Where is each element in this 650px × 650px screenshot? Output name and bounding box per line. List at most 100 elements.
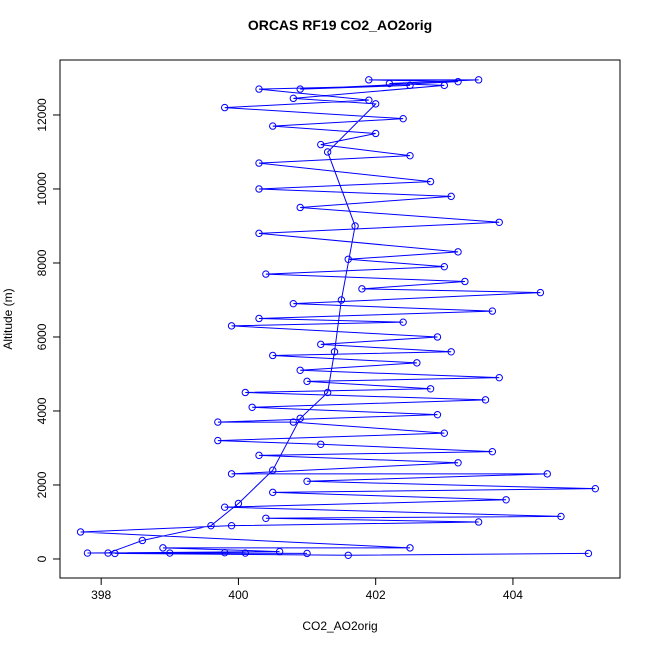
data-point <box>255 314 263 323</box>
data-point <box>365 76 373 84</box>
data-point <box>275 547 284 556</box>
data-point <box>255 85 263 93</box>
x-axis-label: CO2_AO2orig <box>302 619 377 633</box>
data-point <box>214 436 222 445</box>
data-point <box>591 484 599 493</box>
y-tick-label: 12000 <box>35 98 49 132</box>
y-tick-label: 8000 <box>35 249 49 276</box>
data-point <box>474 518 483 526</box>
data-point <box>440 81 449 90</box>
data-point <box>454 248 462 256</box>
data-point <box>166 549 174 557</box>
data-point <box>399 114 407 123</box>
data-point <box>557 512 565 521</box>
data-point <box>344 551 352 559</box>
data-point <box>481 396 490 404</box>
data-point <box>227 322 236 330</box>
data-point <box>406 81 414 90</box>
data-point <box>344 255 352 263</box>
data-point <box>317 140 325 149</box>
data-point <box>454 77 462 86</box>
data-point <box>488 307 497 315</box>
data-point <box>330 348 339 356</box>
data-point <box>83 549 92 557</box>
data-point <box>303 477 311 485</box>
y-tick-label: 6000 <box>35 323 49 350</box>
data-point <box>317 440 325 448</box>
data-point <box>221 103 229 112</box>
data-point <box>76 528 85 536</box>
data-point <box>303 549 311 558</box>
y-axis-label: Altitude (m) <box>1 288 15 349</box>
x-tick-label: 404 <box>503 588 523 602</box>
data-point <box>255 451 263 460</box>
series-line <box>80 79 596 556</box>
data-point <box>221 548 229 557</box>
data-point <box>406 151 414 160</box>
data-point <box>536 288 545 297</box>
data-point <box>447 192 455 201</box>
data-point <box>214 418 222 426</box>
data-point <box>433 410 442 419</box>
data-point <box>385 79 394 88</box>
data-point <box>440 429 449 437</box>
data-point <box>495 373 503 382</box>
data-point <box>241 388 249 397</box>
data-point <box>461 277 469 286</box>
data-point <box>323 148 332 156</box>
chart-title: ORCAS RF19 CO2_AO2orig <box>248 17 432 33</box>
data-point <box>317 340 325 349</box>
data-point <box>269 122 277 130</box>
data-point <box>296 85 304 93</box>
data-point <box>296 414 304 423</box>
data-point <box>399 318 407 326</box>
data-point <box>371 129 380 138</box>
data-point <box>495 218 503 226</box>
data-point <box>296 366 304 374</box>
data-point <box>488 447 497 456</box>
data-point <box>255 229 263 238</box>
data-point <box>440 262 449 271</box>
data-point <box>426 177 435 186</box>
y-tick-label: 2000 <box>35 471 49 498</box>
y-tick-label: 0 <box>35 555 49 562</box>
data-point <box>413 359 421 367</box>
data-point <box>159 544 167 552</box>
data-point <box>207 521 215 530</box>
x-tick-label: 400 <box>228 588 248 602</box>
data-point <box>138 536 147 545</box>
y-tick-label: 4000 <box>35 397 49 424</box>
data-point <box>303 377 311 386</box>
x-tick-label: 402 <box>366 588 386 602</box>
data-point <box>234 499 243 508</box>
data-point <box>255 159 263 167</box>
data-point <box>262 514 270 522</box>
data-point <box>241 549 249 557</box>
data-point <box>104 549 112 557</box>
data-point <box>289 418 298 426</box>
data-point <box>358 285 366 293</box>
data-point <box>269 466 277 474</box>
x-tick-label: 398 <box>91 588 111 602</box>
y-tick-label: 10000 <box>35 172 49 206</box>
data-point <box>351 222 359 230</box>
data-point <box>433 333 442 341</box>
data-point <box>227 521 236 530</box>
data-point <box>454 459 462 467</box>
data-point <box>269 351 277 360</box>
data-point <box>371 100 380 108</box>
data-point <box>248 403 256 411</box>
data-point <box>221 503 229 511</box>
data-point <box>426 385 435 393</box>
data-point <box>584 549 593 558</box>
data-point <box>255 185 263 193</box>
data-point <box>227 470 236 478</box>
data-point <box>296 203 304 212</box>
data-point <box>262 270 270 278</box>
data-point <box>323 388 332 397</box>
data-point <box>447 348 455 356</box>
data-point <box>474 76 483 84</box>
data-point <box>269 488 277 497</box>
data-point <box>337 296 346 304</box>
